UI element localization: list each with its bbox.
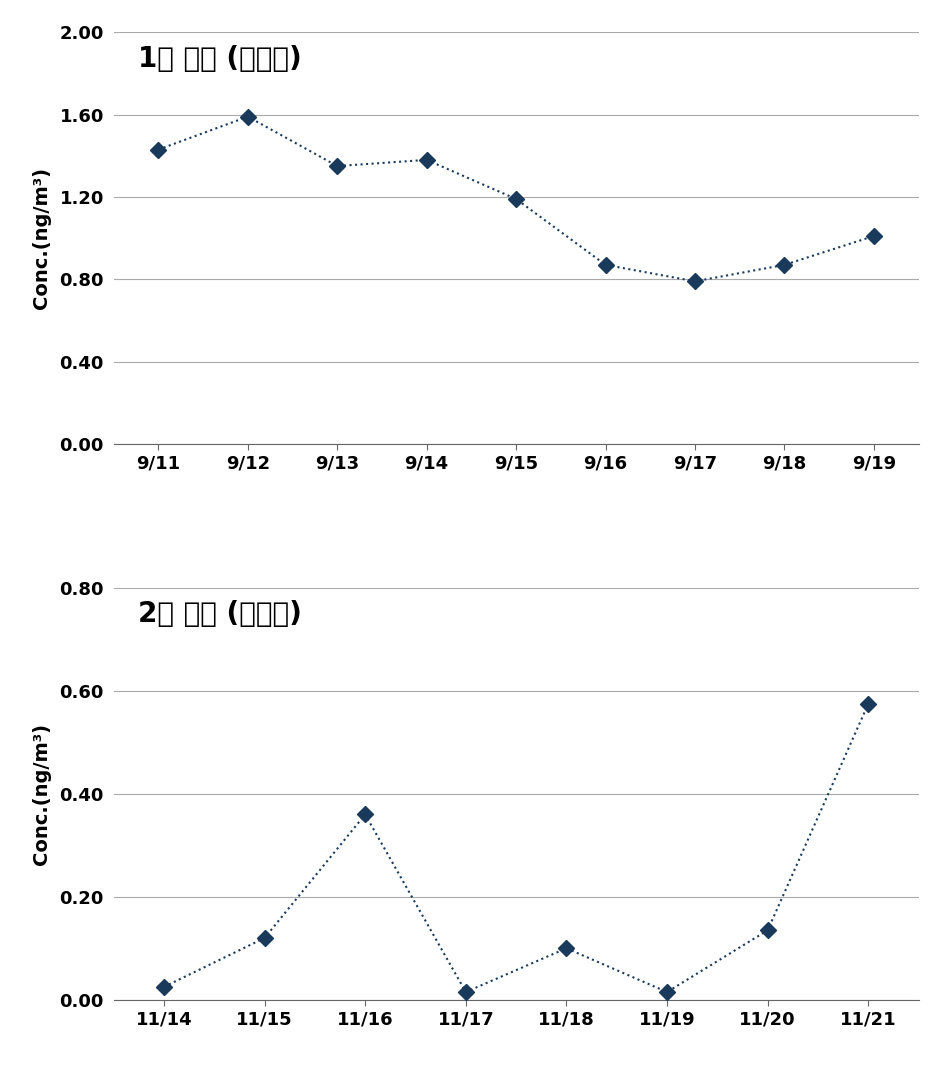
Y-axis label: Conc.(ng/m³): Conc.(ng/m³) (32, 167, 51, 310)
Text: 1차 조사 (복대동): 1차 조사 (복대동) (138, 44, 301, 73)
Y-axis label: Conc.(ng/m³): Conc.(ng/m³) (32, 722, 51, 865)
Text: 2차 조사 (복대동): 2차 조사 (복대동) (138, 601, 302, 629)
